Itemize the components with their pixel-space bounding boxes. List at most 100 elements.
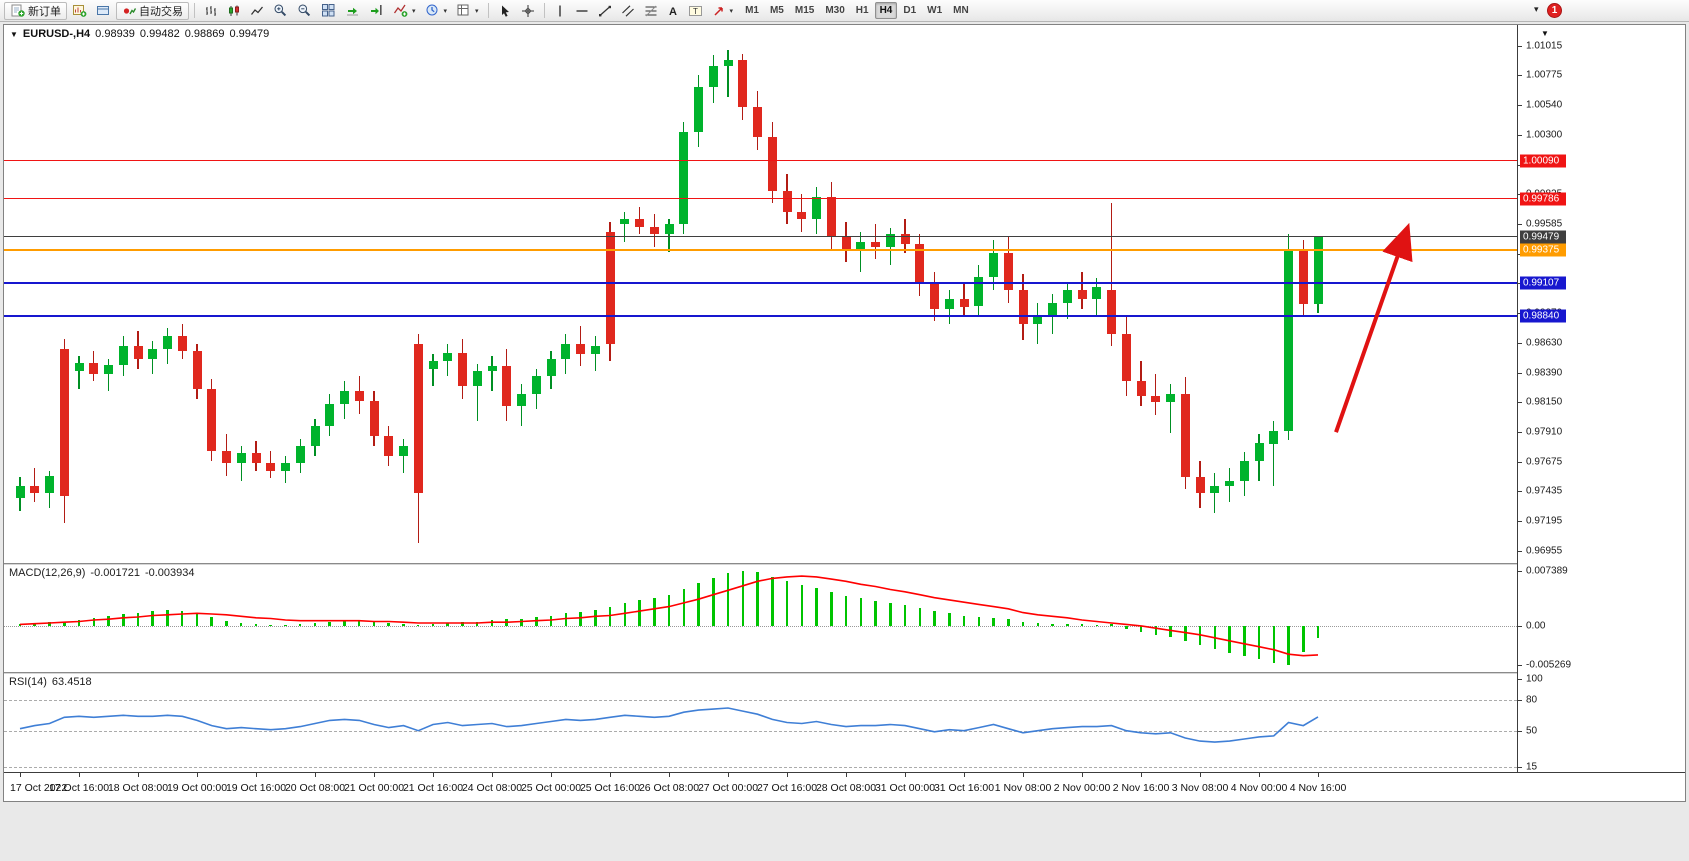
time-axis-label: 2 Nov 00:00 [1053,782,1111,794]
notification-badge[interactable]: 1 [1547,3,1562,18]
main-pane[interactable]: ▼ EURUSD-,H4 0.98939 0.99482 0.98869 0.9… [4,25,1517,563]
candle-body [871,241,880,247]
time-axis-label: 21 Oct 16:00 [402,782,464,794]
time-tick-mark [315,773,316,777]
candle-body [1003,252,1013,291]
text-label-tool-icon[interactable]: T [684,2,707,20]
candle-body [1254,443,1264,461]
toolbar-overflow-icon[interactable]: ▾ [1534,4,1539,14]
macd-histogram-bar [697,582,700,626]
fibonacci-tool-icon[interactable] [640,2,662,20]
candle-body [561,343,571,359]
rsi-pane[interactable]: RSI(14) 63.4518 [4,674,1517,772]
timeframe-w1[interactable]: W1 [922,2,947,19]
time-tick-mark [610,773,611,777]
macd-histogram-bar [992,617,995,626]
auto-scroll-icon[interactable] [341,2,364,20]
macd-signal-line [19,575,1319,657]
macd-histogram-bar [785,581,789,626]
macd-histogram-bar [830,591,833,626]
candle-body [1180,393,1190,477]
candle-body [915,244,925,285]
candle-wick [727,49,729,98]
pane-divider[interactable] [4,672,1685,674]
candle-body [487,366,497,372]
pane-divider[interactable] [4,563,1685,565]
candle-body [192,351,202,389]
macd-histogram-bar [653,597,656,626]
channel-tool-icon[interactable] [617,2,639,20]
pivot-line-orange[interactable] [4,248,1517,251]
chart-dropdown-icon[interactable]: ▼ [10,29,18,39]
templates-icon[interactable]: ▾ [452,2,483,20]
candlestick-type-icon[interactable] [223,2,245,20]
text-tool-icon[interactable]: A [663,2,683,20]
timeframe-m5[interactable]: M5 [765,2,789,19]
time-tick-mark [1318,773,1319,777]
periods-icon[interactable]: ▾ [421,2,452,20]
time-tick-mark [492,773,493,777]
candle-body [679,132,689,225]
new-chart-icon[interactable] [68,2,91,20]
resistance-line-2-label: 0.99786 [1520,192,1566,206]
timeframe-m15[interactable]: M15 [790,2,819,19]
timeframe-h4[interactable]: H4 [874,2,898,19]
candle-body [340,391,349,404]
timeframe-d1[interactable]: D1 [898,2,921,19]
timeframe-mn[interactable]: MN [948,2,974,19]
profiles-icon[interactable] [92,2,115,20]
vertical-line-tool-icon[interactable] [550,2,570,20]
auto-trading-button[interactable]: 自动交易 [116,1,189,20]
chart-corner-dropdown-icon[interactable]: ▼ [1541,29,1549,38]
horizontal-line-tool-icon[interactable] [571,2,593,20]
macd-histogram-bar [1125,625,1128,629]
timeframe-h1[interactable]: H1 [851,2,874,19]
tile-windows-icon[interactable] [317,2,340,20]
macd-histogram-bar [239,623,243,626]
resistance-line-2[interactable] [4,198,1517,200]
zoom-out-icon[interactable] [293,2,316,20]
candle-body [517,393,526,407]
price-tick-mark [1518,75,1522,77]
line-chart-type-icon[interactable] [246,2,268,20]
bar-chart-type-icon[interactable] [200,2,222,20]
trendline-tool-icon[interactable] [594,2,616,20]
new-order-button[interactable]: 新订单 [4,1,67,20]
timeframe-m1[interactable]: M1 [740,2,764,19]
support-line-1[interactable] [4,282,1517,285]
macd-histogram-bar [372,621,376,626]
candle-body [753,107,762,138]
macd-histogram-bar [933,611,936,626]
resistance-line-1[interactable] [4,160,1517,162]
zoom-in-icon[interactable] [269,2,292,20]
candle-body [295,445,305,464]
macd-histogram-bar [726,573,730,626]
price-axis: 1.010151.007751.005401.003001.000600.998… [1517,25,1685,772]
candle-wick [432,353,434,387]
candle-body [738,59,748,108]
candle-body [1136,381,1146,397]
svg-text:T: T [693,7,698,16]
macd-pane[interactable]: MACD(12,26,9) -0.001721 -0.003934 [4,565,1517,672]
current-price-line[interactable] [4,236,1517,238]
timeframe-m30[interactable]: M30 [820,2,849,19]
time-tick-mark [964,773,965,777]
candle-body [236,453,246,464]
candle-body [502,366,512,407]
candle-body [472,371,482,387]
cursor-icon[interactable] [494,2,516,20]
support-line-2[interactable] [4,315,1517,318]
macd-histogram-bar [63,622,66,626]
indicators-icon[interactable]: ▾ [389,2,420,20]
price-tick-label: 0.98630 [1526,337,1563,349]
arrows-tool-icon[interactable]: ▾ [708,2,738,20]
macd-histogram-bar [195,613,199,626]
chart-shift-icon[interactable] [365,2,388,20]
crosshair-icon[interactable] [517,2,539,20]
toolbar-separator [194,3,195,18]
candle-wick [624,211,626,242]
price-tick-mark [1518,134,1522,136]
auto-trading-label: 自动交易 [139,5,183,18]
ohlc-open: 0.98939 [95,28,135,40]
time-tick-mark [787,773,788,777]
